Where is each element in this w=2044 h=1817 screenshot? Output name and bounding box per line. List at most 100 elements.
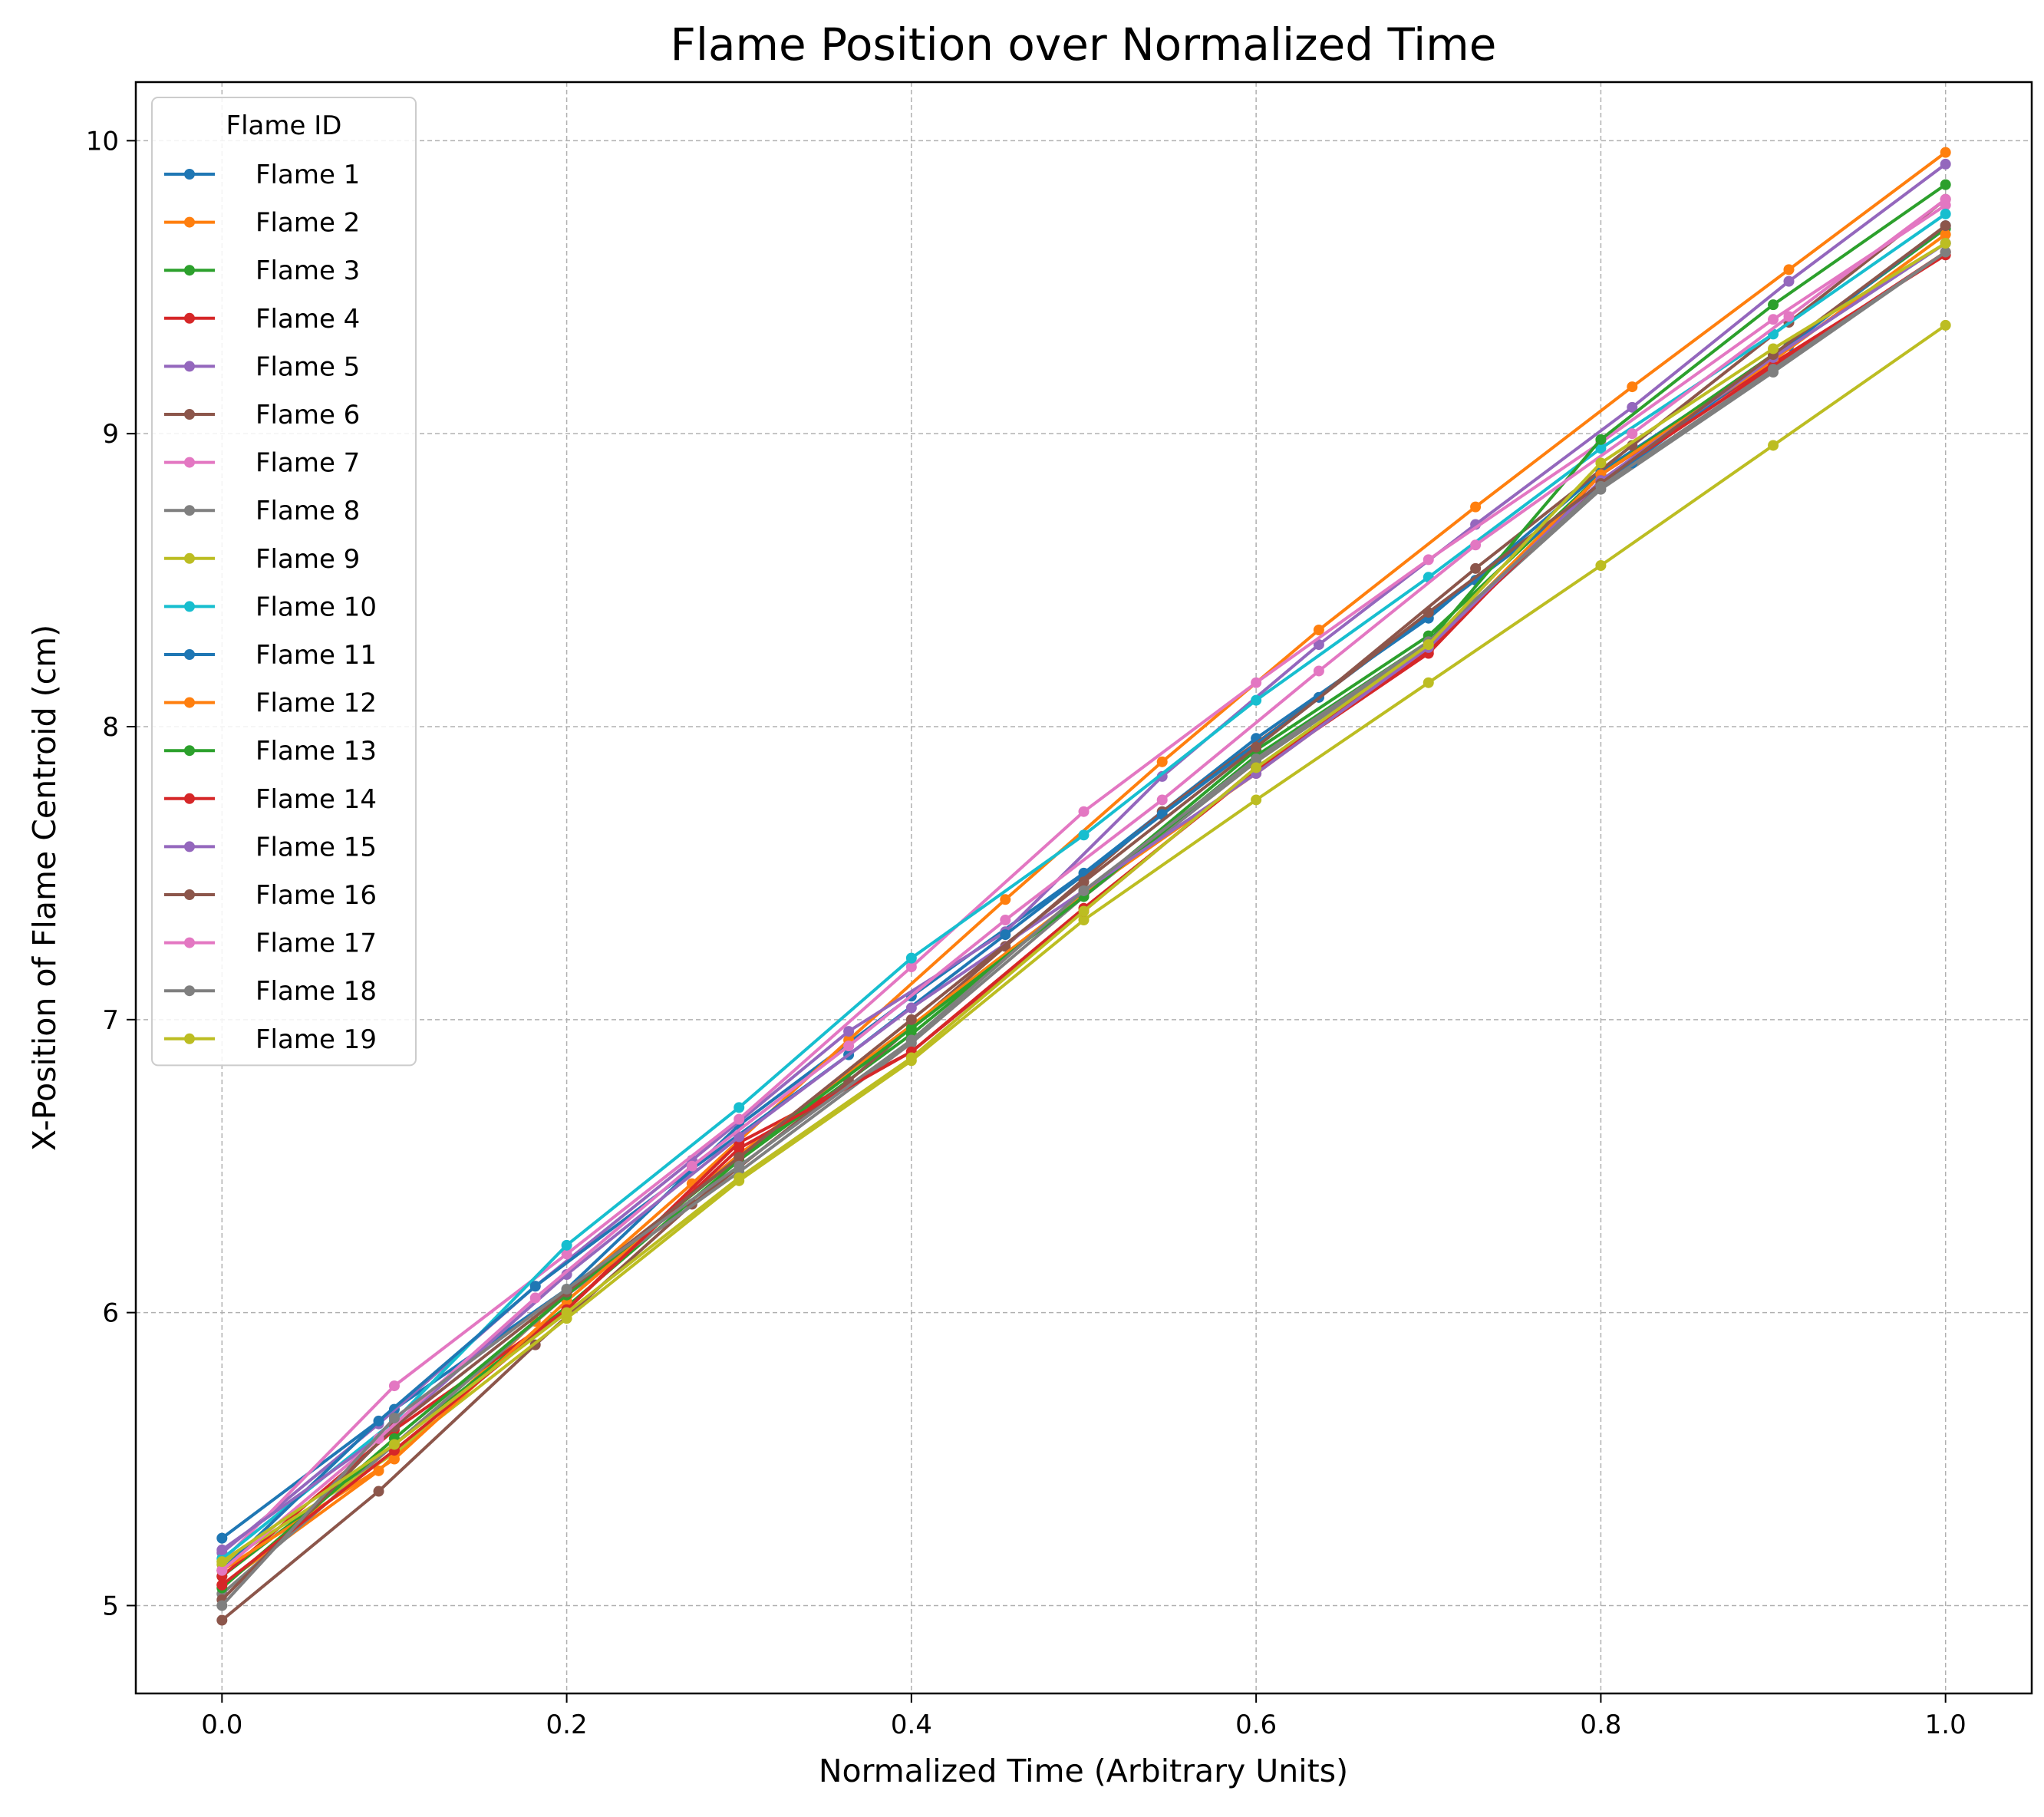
data-point [561, 1248, 572, 1260]
legend-label: Flame 17 [256, 928, 377, 959]
x-tick-label: 0.6 [1235, 1710, 1277, 1740]
legend-label: Flame 10 [256, 592, 377, 622]
legend-swatch-marker [184, 745, 195, 757]
data-point [1940, 193, 1951, 205]
data-point [216, 1532, 228, 1544]
legend-swatch-marker [184, 937, 195, 948]
data-point [388, 1380, 400, 1392]
data-point [1156, 756, 1168, 767]
data-point [1595, 457, 1607, 469]
data-point [1078, 915, 1090, 925]
legend-label: Flame 19 [256, 1024, 377, 1055]
data-point [388, 1453, 400, 1465]
legend-label: Flame 6 [256, 400, 360, 430]
grid-layer [136, 82, 2032, 1693]
data-point [1768, 314, 1779, 325]
data-point [388, 1413, 400, 1424]
legend-item: Flame 7 [164, 448, 360, 479]
data-point [1078, 905, 1090, 917]
data-point [1078, 876, 1090, 888]
y-axis-label: X-Position of Flame Centroid (cm) [26, 625, 63, 1151]
legend-label: Flame 16 [256, 880, 377, 911]
data-point [216, 1565, 228, 1576]
legend-item: Flame 10 [164, 592, 377, 622]
x-tick-label: 1.0 [1925, 1710, 1967, 1740]
y-tick-label: 7 [102, 1005, 119, 1036]
data-point [1768, 299, 1779, 311]
series-flame-17 [216, 193, 1951, 1576]
data-point [1595, 560, 1607, 571]
legend-label: Flame 8 [256, 496, 360, 526]
legend-swatch-marker [184, 1033, 195, 1044]
y-tick-label: 10 [86, 126, 119, 157]
data-point [216, 1544, 228, 1555]
data-point [388, 1439, 400, 1450]
data-point [1627, 401, 1638, 413]
data-point [1940, 319, 1951, 331]
data-point [1251, 794, 1262, 806]
data-point [1000, 915, 1011, 925]
legend-swatch-marker [184, 361, 195, 372]
data-point [1423, 607, 1434, 618]
y-tick-label: 8 [102, 712, 119, 743]
data-point [216, 1556, 228, 1568]
legend-item: Flame 6 [164, 400, 360, 430]
data-point [1251, 762, 1262, 773]
data-point [1768, 364, 1779, 375]
legend-item: Flame 13 [164, 736, 377, 767]
legend-swatch-marker [184, 265, 195, 276]
legend-swatch-marker [184, 841, 195, 852]
series-flame-18 [216, 246, 1951, 1611]
legend-item: Flame 8 [164, 496, 360, 526]
plot-frame [134, 81, 2033, 1695]
data-point [561, 1239, 572, 1251]
data-point [1940, 229, 1951, 240]
legend-item: Flame 15 [164, 832, 377, 862]
data-point [1423, 639, 1434, 651]
data-point [373, 1415, 384, 1426]
legend-label: Flame 7 [256, 448, 360, 479]
legend-swatch-marker [184, 649, 195, 660]
y-tick-label: 5 [102, 1591, 119, 1621]
data-point [1940, 238, 1951, 249]
legend-label: Flame 3 [256, 256, 360, 286]
y-tick-label: 9 [102, 419, 119, 450]
data-point [1423, 554, 1434, 566]
y-tick-label: 6 [102, 1298, 119, 1329]
legend-label: Flame 12 [256, 688, 377, 719]
legend-item: Flame 3 [164, 256, 360, 286]
legend-swatch-marker [184, 601, 195, 612]
legend-item: Flame 12 [164, 688, 377, 719]
legend-item: Flame 11 [164, 640, 377, 671]
data-point [1940, 158, 1951, 170]
data-point [1423, 677, 1434, 688]
data-point [1940, 246, 1951, 258]
tick-layer: 0.0 0.2 0.4 0.6 0.8 1.0 5 6 7 8 9 10 [86, 126, 1967, 1740]
legend-label: Flame 13 [256, 736, 377, 767]
data-point [905, 1014, 917, 1025]
data-point [1078, 806, 1090, 817]
legend-item: Flame 9 [164, 544, 360, 575]
data-point [734, 1131, 745, 1143]
data-point [1940, 208, 1951, 219]
data-point [1783, 311, 1795, 322]
data-point [1470, 562, 1482, 574]
data-point [388, 1421, 400, 1433]
data-point [843, 1040, 855, 1052]
data-point [1470, 501, 1482, 513]
data-point [561, 1307, 572, 1318]
legend-swatch-marker [184, 985, 195, 997]
legend-swatch-marker [184, 552, 195, 564]
data-point [905, 1002, 917, 1014]
data-point [1251, 677, 1262, 688]
series-layer [216, 147, 1951, 1626]
data-point [1940, 220, 1951, 232]
series-line [221, 198, 1947, 1572]
data-point [216, 1579, 228, 1591]
legend-label: Flame 14 [256, 784, 377, 815]
data-point [1251, 754, 1262, 764]
data-point [1078, 829, 1090, 841]
data-point [1313, 665, 1324, 677]
legend-label: Flame 11 [256, 640, 377, 671]
legend-swatch-marker [184, 312, 195, 324]
